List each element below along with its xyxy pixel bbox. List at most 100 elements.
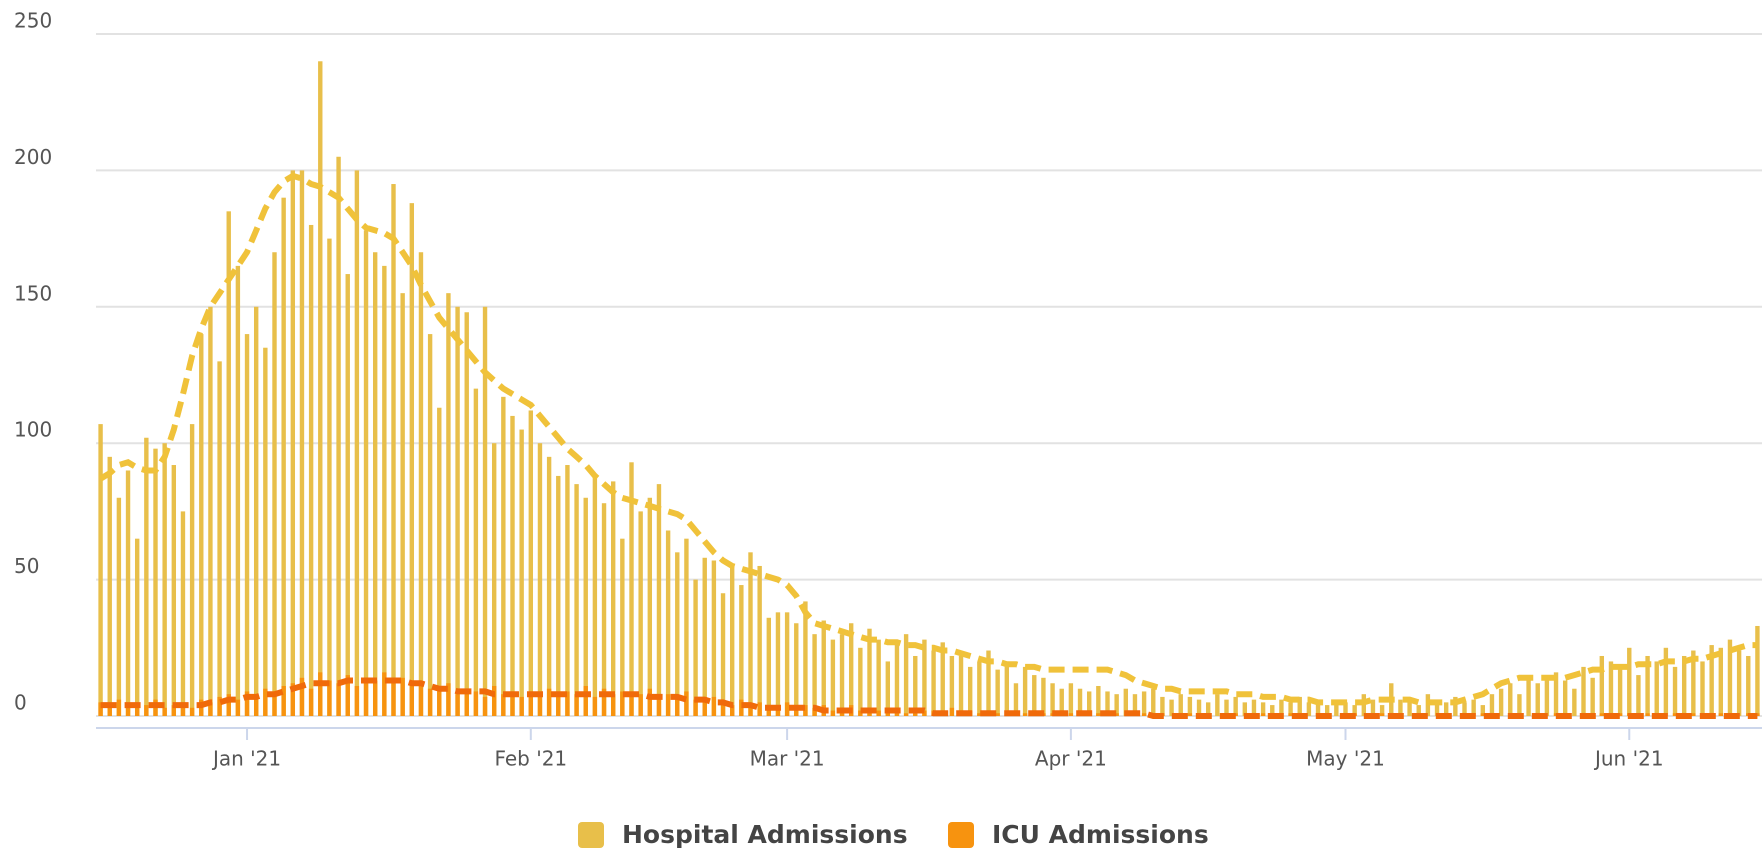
bar (1224, 699, 1229, 716)
bar (308, 688, 314, 716)
bar (638, 511, 643, 716)
bar (656, 484, 662, 716)
bar (885, 661, 891, 716)
x-tick-label: Mar '21 (750, 747, 825, 771)
x-tick-label: Feb '21 (494, 747, 567, 771)
bar (592, 475, 598, 716)
bar (208, 702, 213, 716)
average-line (100, 677, 1758, 719)
bar (702, 557, 707, 716)
bar (610, 481, 616, 716)
bar (501, 396, 506, 716)
bar (848, 623, 854, 716)
bar (784, 612, 790, 716)
bar (1297, 696, 1302, 716)
bar (565, 691, 570, 716)
bar (1123, 688, 1129, 716)
bar (1498, 688, 1504, 716)
bar (1608, 661, 1614, 716)
bar (318, 61, 323, 716)
y-tick-label: 250 (14, 9, 52, 33)
bar (784, 702, 790, 716)
bar (519, 696, 524, 716)
bar (189, 707, 195, 716)
bar (336, 156, 341, 716)
bar (583, 497, 588, 716)
bar (382, 672, 387, 716)
bar (1141, 691, 1147, 716)
bar (995, 669, 1000, 716)
bar (1617, 666, 1623, 716)
bar (446, 683, 451, 716)
bar (693, 579, 698, 716)
bar (290, 170, 296, 716)
bar (1315, 699, 1321, 716)
y-tick-label: 0 (14, 691, 27, 715)
bar (1096, 713, 1101, 716)
bar (922, 710, 927, 716)
bar (1517, 694, 1522, 716)
bar (427, 334, 433, 716)
bar (839, 634, 845, 716)
bar (528, 410, 534, 716)
bar (794, 623, 799, 716)
bar (437, 691, 442, 716)
bar (830, 710, 836, 716)
bar (199, 334, 204, 716)
bar (134, 538, 140, 716)
bar (1590, 677, 1595, 716)
bar (656, 699, 662, 716)
bar (391, 184, 396, 717)
bar (574, 694, 579, 716)
legend: Hospital Admissions ICU Admissions (578, 820, 1209, 849)
bar (1700, 661, 1705, 716)
bar (1187, 696, 1193, 716)
bar (729, 565, 735, 716)
bar (1141, 713, 1147, 716)
bar (620, 691, 625, 716)
bar (876, 639, 881, 716)
bar (519, 429, 524, 716)
legend-label: ICU Admissions (992, 820, 1209, 849)
bar (180, 511, 186, 716)
bar (1453, 696, 1458, 716)
bar (400, 677, 405, 716)
bar (967, 666, 973, 716)
x-tick-label: Apr '21 (1035, 747, 1107, 771)
bar (812, 707, 817, 716)
bar (226, 211, 231, 716)
bar (1260, 713, 1266, 716)
bar (684, 538, 689, 716)
bar (1288, 713, 1293, 716)
bar (766, 617, 772, 716)
bar (1727, 639, 1733, 716)
bar (327, 238, 332, 716)
bar (336, 683, 341, 716)
bar (180, 702, 186, 716)
bar (272, 694, 277, 716)
bar (263, 347, 268, 716)
bar (665, 530, 671, 716)
bar (858, 647, 863, 716)
bar (171, 705, 177, 716)
bar (354, 170, 360, 716)
bar (345, 675, 350, 716)
bar (1407, 702, 1412, 716)
bar (1681, 655, 1687, 716)
bar (977, 713, 982, 716)
bar (1691, 650, 1696, 716)
bar (1508, 683, 1513, 716)
bar (253, 306, 259, 716)
bar (482, 306, 488, 716)
bar (162, 707, 167, 716)
bar (821, 620, 826, 716)
bar (391, 683, 396, 716)
bar (1251, 699, 1257, 716)
bar (1151, 688, 1156, 716)
bar (299, 170, 305, 716)
bar (949, 707, 955, 716)
bar (1022, 666, 1028, 716)
bar (382, 265, 387, 716)
bar (610, 694, 616, 716)
